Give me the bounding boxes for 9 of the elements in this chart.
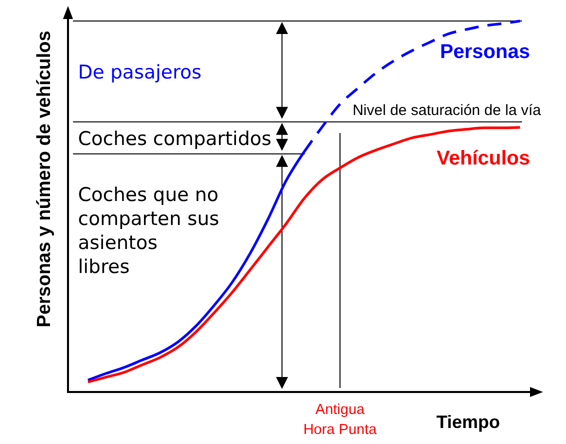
ref-line-label: Nivel de saturación de la vía (352, 102, 542, 119)
annotation: Coches que no comparten sus asientos libres (78, 184, 220, 278)
annotation: Coches compartidos (78, 128, 272, 150)
text: Antigua Hora Punta (303, 402, 378, 438)
annotation: De pasajeros (78, 61, 202, 84)
series-label: Personas (440, 41, 530, 63)
x-axis-title: Tiempo (436, 412, 500, 432)
y-axis-title: Personas y número de vehículos (34, 30, 55, 328)
series-label: Vehículos (436, 147, 530, 170)
